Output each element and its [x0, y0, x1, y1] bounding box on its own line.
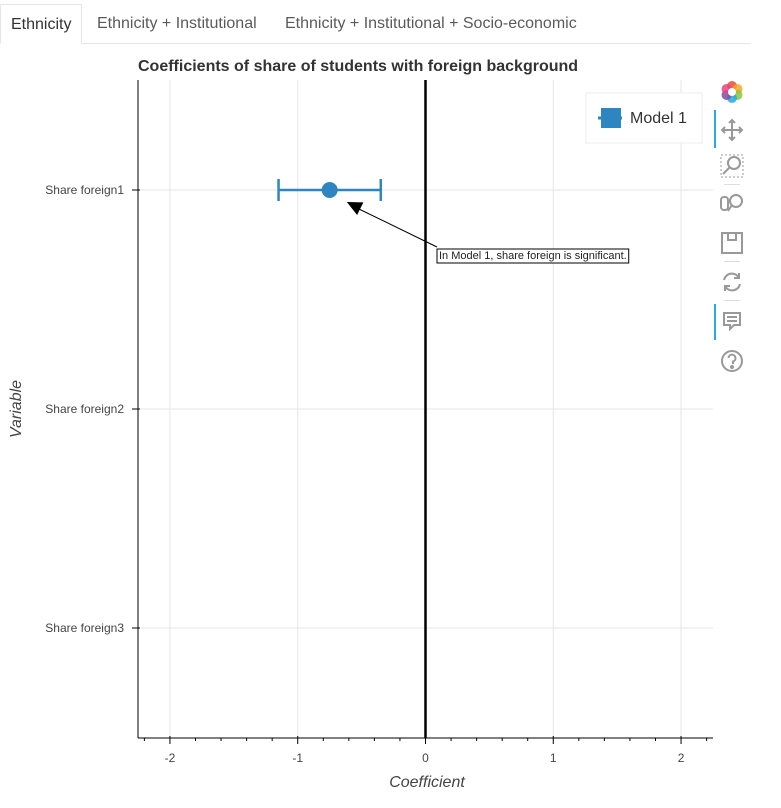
x-tick-label: -1	[292, 751, 303, 765]
annotation-box	[436, 248, 630, 264]
coefficient-point	[321, 182, 338, 198]
tab-ethnicity-institutional[interactable]: Ethnicity + Institutional	[97, 15, 257, 32]
hover-icon[interactable]	[718, 307, 746, 335]
y-tick-label: Share foreign3	[45, 621, 124, 635]
pan-icon[interactable]	[718, 116, 746, 144]
x-tick-label: 1	[550, 751, 557, 765]
bokeh-logo-icon[interactable]	[718, 78, 746, 106]
y-tick-label: Share foreign2	[45, 402, 124, 416]
tab-bar: Ethnicity Ethnicity + Institutional Ethn…	[0, 4, 751, 44]
active-hover-indicator	[714, 304, 716, 340]
wheel-zoom-icon[interactable]	[718, 189, 746, 217]
y-axis-label: Variable	[8, 380, 25, 438]
y-tick-label: Share foreign1	[45, 183, 124, 197]
x-tick-label: 0	[422, 751, 429, 765]
marks-layer: In Model 1, share foreign is significant…	[277, 80, 630, 738]
annotation-arrow-line	[354, 206, 438, 248]
legend-label: Model 1	[630, 110, 687, 127]
tab-ethnicity-institutional-socioeconomic[interactable]: Ethnicity + Institutional + Socio-econom…	[285, 15, 577, 32]
toolbar	[714, 76, 750, 376]
active-tool-indicator	[714, 110, 716, 148]
reset-icon[interactable]	[718, 268, 746, 296]
legend[interactable]: Model 1	[585, 92, 703, 144]
chart-title: Coefficients of share of students with f…	[138, 58, 578, 75]
annotation-arrowhead	[346, 202, 364, 215]
tab-ethnicity[interactable]: Ethnicity	[0, 4, 83, 44]
legend-swatch	[601, 108, 621, 128]
axes-layer: -2 -1 0 1 2 Share foreign1 Share foreign2 Share…	[45, 80, 713, 765]
coefficient-chart: -2 -1 0 1 2 Share foreign1 Share foreign2 Share…	[8, 58, 713, 791]
x-axis-label: Coefficient	[389, 774, 465, 791]
x-tick-label: -2	[165, 751, 176, 765]
box-zoom-icon[interactable]	[718, 152, 746, 180]
save-icon[interactable]	[718, 229, 746, 257]
help-icon[interactable]	[718, 347, 746, 375]
annotation-text: In Model 1, share foreign is significant…	[439, 250, 627, 262]
x-tick-label: 2	[678, 751, 685, 765]
